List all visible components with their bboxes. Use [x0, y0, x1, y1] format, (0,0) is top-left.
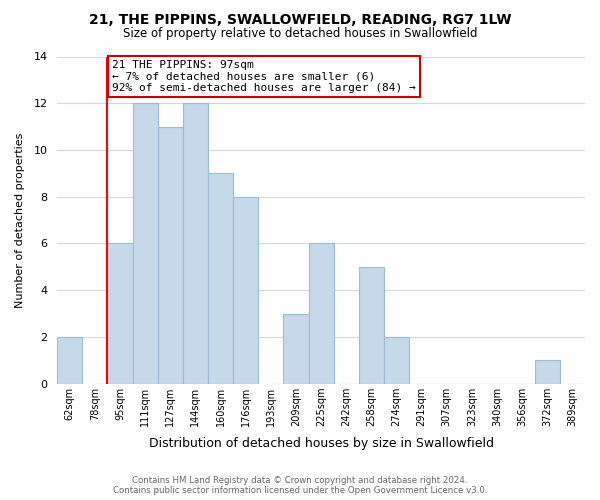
Bar [308, 244, 334, 384]
Bar [107, 244, 133, 384]
Text: Contains HM Land Registry data © Crown copyright and database right 2024.
Contai: Contains HM Land Registry data © Crown c… [113, 476, 487, 495]
Text: Size of property relative to detached houses in Swallowfield: Size of property relative to detached ho… [123, 28, 477, 40]
Bar [283, 314, 308, 384]
Bar [233, 196, 258, 384]
Bar [133, 103, 158, 384]
Text: 21 THE PIPPINS: 97sqm
← 7% of detached houses are smaller (6)
92% of semi-detach: 21 THE PIPPINS: 97sqm ← 7% of detached h… [112, 60, 416, 93]
Bar [535, 360, 560, 384]
Bar [359, 267, 384, 384]
Text: 21, THE PIPPINS, SWALLOWFIELD, READING, RG7 1LW: 21, THE PIPPINS, SWALLOWFIELD, READING, … [89, 12, 511, 26]
Bar [384, 337, 409, 384]
Y-axis label: Number of detached properties: Number of detached properties [15, 132, 25, 308]
Bar [183, 103, 208, 384]
Bar [57, 337, 82, 384]
X-axis label: Distribution of detached houses by size in Swallowfield: Distribution of detached houses by size … [149, 437, 494, 450]
Bar [208, 174, 233, 384]
Bar [158, 126, 183, 384]
